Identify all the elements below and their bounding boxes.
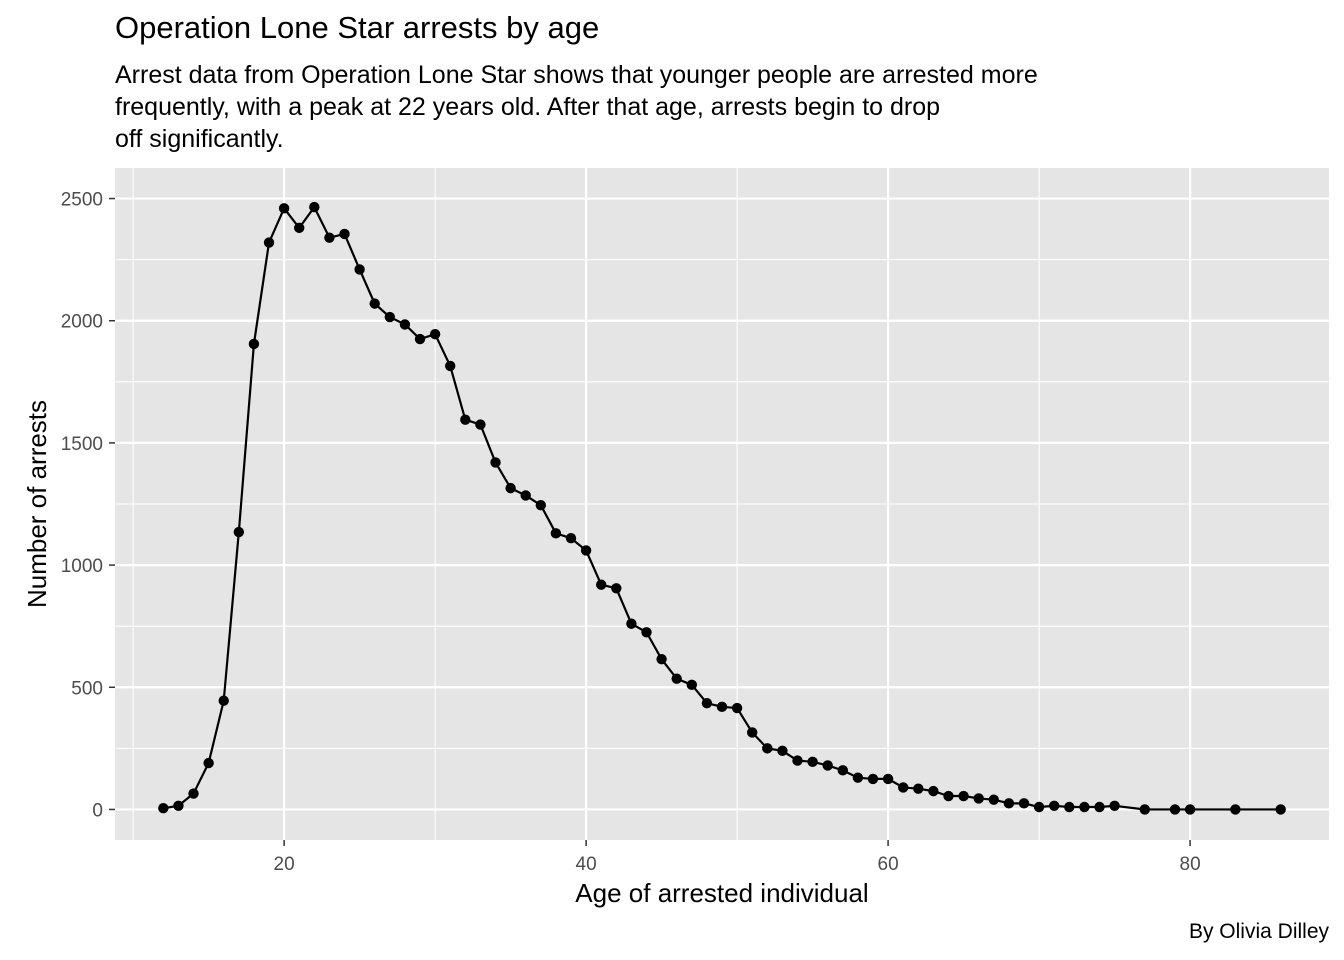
data-point (278, 203, 290, 214)
data-point (867, 773, 879, 785)
data-point (1169, 804, 1181, 815)
y-tick-label: 1000 (61, 556, 103, 577)
data-point (807, 756, 818, 768)
data-point (822, 760, 833, 771)
data-point (445, 360, 456, 372)
y-tick-label: 0 (92, 800, 103, 821)
data-point (1033, 801, 1045, 813)
data-point (565, 533, 577, 544)
data-point (580, 545, 592, 556)
data-point (731, 702, 743, 714)
data-point (294, 222, 305, 234)
data-points (158, 201, 1286, 815)
data-point (233, 526, 245, 538)
grid-major (115, 168, 1329, 840)
data-point (490, 457, 501, 468)
grid-minor (115, 168, 1329, 840)
data-point (671, 673, 682, 684)
data-point (535, 500, 547, 511)
data-point (777, 745, 788, 757)
data-point (1064, 801, 1075, 813)
data-point (852, 772, 864, 783)
data-point (460, 414, 471, 425)
y-tick-label: 2000 (61, 312, 103, 333)
data-point (324, 232, 335, 243)
data-point (1003, 798, 1015, 809)
data-point (1094, 801, 1105, 813)
data-point (701, 697, 713, 709)
data-point (203, 757, 214, 769)
data-point (248, 338, 260, 350)
data-point (1109, 800, 1120, 811)
data-point (173, 800, 184, 811)
chart-subtitle: Arrest data from Operation Lone Star sho… (115, 61, 1038, 153)
data-point (550, 528, 562, 539)
data-point (414, 333, 426, 345)
data-point (1018, 798, 1030, 809)
data-point (1079, 801, 1090, 813)
data-point (1230, 804, 1241, 815)
y-axis-title: Number of arrests (22, 400, 52, 608)
data-point (656, 653, 667, 665)
data-point (218, 695, 229, 706)
data-point (716, 701, 728, 713)
data-point (943, 790, 954, 802)
y-tick-label: 1500 (61, 434, 103, 455)
data-point (611, 583, 622, 594)
data-point (762, 743, 773, 754)
data-point (913, 783, 924, 794)
data-point (626, 618, 637, 629)
data-point (339, 228, 350, 240)
data-point (1184, 804, 1196, 815)
data-point (1048, 800, 1060, 811)
data-point (263, 237, 275, 248)
data-point (505, 482, 516, 494)
data-point (369, 298, 380, 309)
data-point (837, 765, 848, 776)
data-point (1139, 804, 1150, 815)
data-point (641, 627, 652, 638)
data-point (746, 727, 758, 738)
data-point (686, 679, 698, 691)
data-point (309, 201, 320, 213)
data-point (973, 793, 984, 804)
data-point (1275, 804, 1286, 815)
data-point (882, 773, 894, 785)
data-point (475, 419, 486, 430)
data-point (792, 755, 803, 766)
x-axis-title: Age of arrested individual (575, 878, 868, 908)
x-tick-label: 20 (274, 854, 295, 875)
data-point (928, 785, 939, 797)
data-point (158, 803, 169, 814)
x-tick-label: 40 (576, 854, 597, 875)
data-point (384, 311, 396, 323)
data-point (988, 794, 999, 805)
data-point (429, 328, 441, 340)
y-tick-label: 2500 (61, 190, 103, 211)
axes: 20 40 60 80 0 500 1000 1500 2000 2500 (61, 190, 1201, 875)
y-tick-label: 500 (71, 678, 103, 699)
chart-title: Operation Lone Star arrests by age (115, 10, 600, 45)
data-point (399, 319, 411, 330)
chart-caption: By Olivia Dilley (1188, 920, 1329, 943)
data-point (520, 490, 531, 501)
data-point (958, 790, 969, 802)
x-tick-label: 60 (878, 854, 899, 875)
x-tick-label: 80 (1180, 854, 1201, 875)
data-point (596, 579, 607, 590)
data-point (354, 264, 365, 275)
data-point (188, 788, 199, 799)
data-point (897, 782, 909, 793)
